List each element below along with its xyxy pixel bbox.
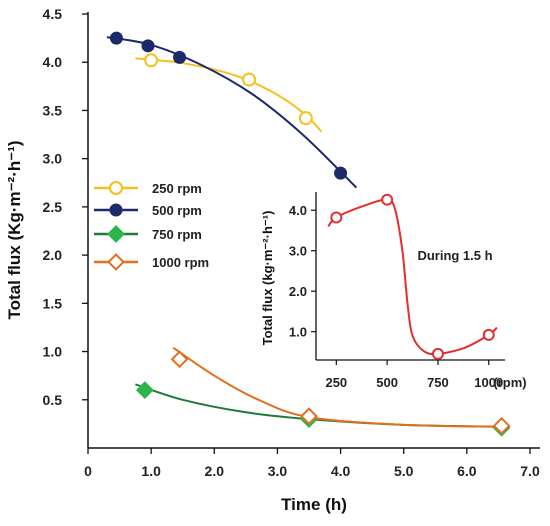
- legend-item: 250 rpm: [94, 181, 202, 196]
- legend-marker: [107, 225, 125, 243]
- main-plot: 0 1.0 2.0 3.0 4.0 5.0 6.0 7.0 0.5 1.0 1.5 2.0 2.5 3.…: [5, 6, 540, 514]
- main-x-tick-label: 0: [84, 463, 92, 479]
- inset-data-point: [330, 211, 343, 224]
- main-x-tick-label: 5.0: [394, 463, 414, 479]
- inset-annotation: During 1.5 h: [417, 248, 492, 263]
- main-x-tick-label: 7.0: [520, 463, 540, 479]
- data-point: [141, 39, 155, 53]
- series-line: [172, 346, 505, 428]
- data-point: [135, 381, 154, 400]
- main-x-tick-label: 6.0: [457, 463, 477, 479]
- inset-data-point: [482, 328, 495, 341]
- main-y-axis-title: Total flux (Kg·m⁻²·h⁻¹): [5, 140, 24, 319]
- inset-x-axis-title: (rpm): [493, 375, 526, 390]
- inset-series-line: [327, 198, 498, 356]
- inset-y-tick-label: 2.0: [289, 284, 307, 299]
- data-point: [334, 166, 348, 180]
- inset-x-tick-label: 500: [376, 375, 398, 390]
- main-x-ticks: 0 1.0 2.0 3.0 4.0 5.0 6.0 7.0: [84, 448, 540, 479]
- inset-data-point: [381, 193, 394, 206]
- main-x-tick-label: 4.0: [331, 463, 351, 479]
- series-500-rpm: [106, 31, 358, 189]
- inset-y-axis-title: Total flux (kg·m⁻²·h⁻¹): [260, 211, 275, 346]
- inset-y-tick-label: 1.0: [289, 325, 307, 340]
- legend-item: 1000 rpm: [94, 253, 209, 271]
- main-y-tick-label: 3.5: [43, 102, 63, 118]
- main-x-tick-label: 3.0: [268, 463, 288, 479]
- main-y-tick-label: 4.5: [43, 6, 63, 22]
- inset-x-ticks: 250 500 750 1000: [325, 360, 503, 390]
- inset-series-line-group: [327, 193, 498, 360]
- inset-y-tick-label: 4.0: [289, 203, 307, 218]
- data-point: [109, 31, 123, 45]
- data-point: [242, 72, 257, 87]
- main-y-tick-label: 3.0: [43, 151, 63, 167]
- inset-y-ticks: 1.0 2.0 3.0 4.0: [289, 203, 316, 340]
- data-point: [170, 350, 189, 369]
- legend-label: 250 rpm: [152, 181, 202, 196]
- inset-y-tick-label: 3.0: [289, 244, 307, 259]
- main-y-tick-label: 1.0: [43, 344, 63, 360]
- series-line: [135, 57, 323, 133]
- main-y-tick-label: 0.5: [43, 392, 63, 408]
- main-x-tick-label: 1.0: [141, 463, 161, 479]
- main-y-tick-label: 4.0: [43, 54, 63, 70]
- series-1000-rpm: [170, 346, 511, 435]
- inset-series: [327, 193, 498, 360]
- data-point: [300, 407, 318, 426]
- data-point: [173, 50, 187, 64]
- data-point: [492, 416, 511, 435]
- main-series: [106, 31, 511, 437]
- legend-item: 750 rpm: [94, 225, 202, 243]
- inset-data-point: [431, 347, 444, 360]
- data-point: [298, 111, 313, 126]
- main-y-tick-label: 1.5: [43, 295, 63, 311]
- legend-item: 500 rpm: [94, 203, 202, 218]
- main-y-tick-label: 2.5: [43, 199, 63, 215]
- series-line: [135, 383, 505, 428]
- inset-x-tick-label: 1000: [474, 375, 503, 390]
- main-x-tick-label: 2.0: [205, 463, 225, 479]
- legend-marker: [109, 181, 123, 195]
- main-x-axis-title: Time (h): [281, 495, 347, 514]
- series-750-rpm: [135, 381, 511, 437]
- main-y-tick-label: 2.0: [43, 247, 63, 263]
- legend-marker: [107, 253, 125, 271]
- legend: 250 rpm 500 rpm 750 rpm 1000 rpm: [94, 181, 209, 271]
- data-point: [144, 53, 159, 68]
- legend-label: 750 rpm: [152, 227, 202, 242]
- legend-marker: [109, 203, 123, 217]
- inset-plot: 250 500 750 1000 1.0 2.0 3.0 4.0 (rpm) Total f…: [260, 192, 527, 390]
- inset-x-tick-label: 750: [427, 375, 449, 390]
- legend-label: 1000 rpm: [152, 255, 209, 270]
- legend-label: 500 rpm: [152, 203, 202, 218]
- series-250-rpm: [135, 53, 323, 133]
- main-y-ticks: 0.5 1.0 1.5 2.0 2.5 3.0 3.5 4.0 4.5: [43, 6, 88, 408]
- inset-x-tick-label: 250: [325, 375, 347, 390]
